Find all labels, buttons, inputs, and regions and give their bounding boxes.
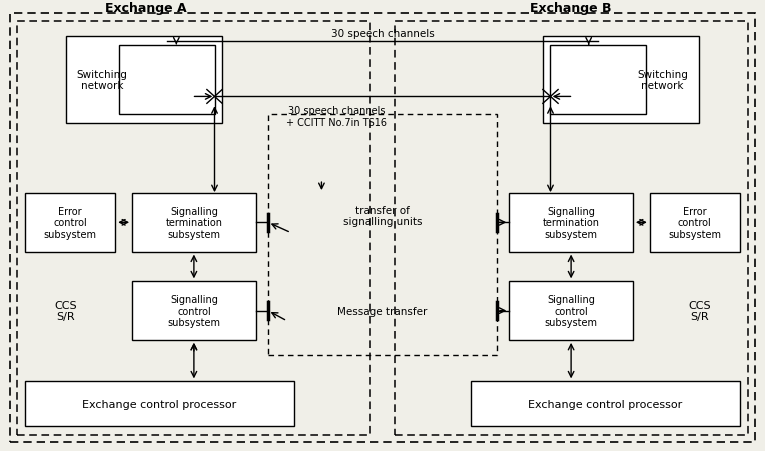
Bar (119, 46, 214, 115)
Bar (543, 37, 699, 124)
Text: 30 speech channels: 30 speech channels (330, 29, 435, 39)
Text: CCS
S/R: CCS S/R (54, 300, 77, 322)
Bar (18, 22, 370, 435)
Bar (509, 282, 633, 340)
Text: transfer of
signalling units: transfer of signalling units (343, 205, 422, 227)
Text: Exchange control processor: Exchange control processor (83, 399, 236, 409)
Text: Message transfer: Message transfer (337, 306, 428, 316)
Text: Switching
network: Switching network (637, 69, 688, 91)
Text: 30 speech channels
+ CCITT No.7in TS16: 30 speech channels + CCITT No.7in TS16 (286, 106, 387, 127)
Bar (132, 282, 256, 340)
Text: CCS
S/R: CCS S/R (688, 300, 711, 322)
Bar (471, 382, 740, 426)
Bar (25, 382, 294, 426)
Text: Error
control
subsystem: Error control subsystem (669, 206, 721, 239)
Bar (25, 193, 116, 252)
Bar (509, 193, 633, 252)
Text: Signalling
termination
subsystem: Signalling termination subsystem (165, 206, 223, 239)
Text: Signalling
control
subsystem: Signalling control subsystem (545, 295, 597, 327)
Text: Exchange control processor: Exchange control processor (529, 399, 682, 409)
Bar (66, 37, 222, 124)
Bar (132, 193, 256, 252)
Text: Signalling
control
subsystem: Signalling control subsystem (168, 295, 220, 327)
Bar (395, 22, 747, 435)
Text: Exchange B: Exchange B (530, 2, 612, 15)
Bar (551, 46, 646, 115)
Text: Switching
network: Switching network (76, 69, 128, 91)
Bar (268, 115, 497, 355)
Text: Signalling
termination
subsystem: Signalling termination subsystem (542, 206, 600, 239)
Text: Error
control
subsystem: Error control subsystem (44, 206, 96, 239)
Bar (649, 193, 740, 252)
Text: Exchange A: Exchange A (105, 2, 187, 15)
